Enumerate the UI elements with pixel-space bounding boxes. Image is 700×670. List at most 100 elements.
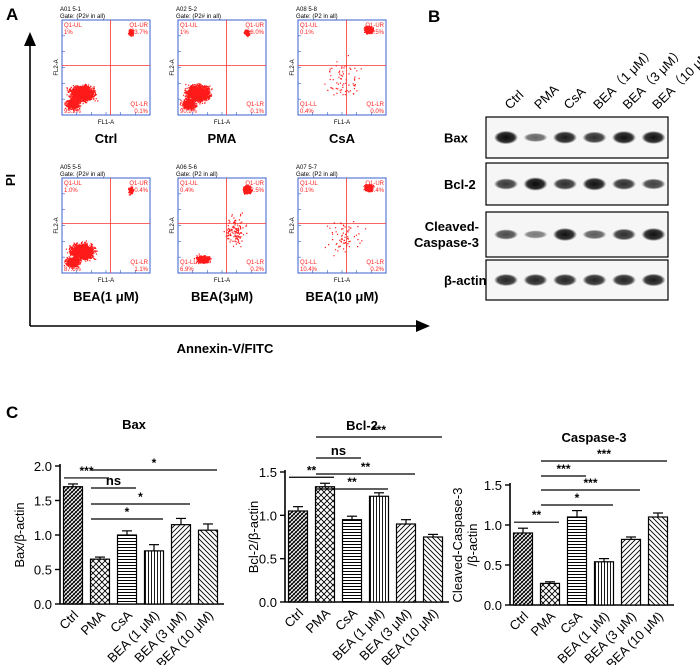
blot-row-label-cont: Caspase-3 (414, 235, 479, 250)
chart-y-tick-label: 0.0 (259, 595, 277, 610)
flow-q-ll-value: 95.2% (64, 109, 82, 115)
significance-label: *** (583, 476, 597, 490)
flow-sample-id: A06 5-6 (176, 165, 198, 171)
flow-sample-id: A08 5-8 (296, 7, 318, 13)
bar-csa (341, 519, 363, 603)
flow-q-ul-value: 0.1% (300, 30, 314, 36)
chart-y-label: Cleaved-Caspase-3 (450, 488, 465, 603)
blot-band (641, 130, 666, 145)
flow-q-lr-name: Q1-LR (366, 260, 384, 266)
flow-gate-label: Gate: (P2# in all) (60, 172, 105, 178)
chart-y-label: Bax/β-actin (12, 502, 27, 567)
chart-y-tick-label: 1.0 (259, 508, 277, 523)
blot-band (523, 273, 548, 287)
chart-y-tick-label: 2.0 (34, 459, 52, 474)
significance-label: ** (347, 475, 357, 489)
chart-title: Bcl-2 (346, 418, 378, 433)
blot-band (553, 273, 577, 287)
blot-row-2: Bcl-2 (444, 162, 669, 206)
flow-q-ll-value: 6.9% (180, 267, 194, 273)
flow-sample-id: A07 5-7 (296, 165, 318, 171)
flow-q-ul-name: Q1-UL (180, 23, 198, 29)
flow-q-lr-value: 0.2% (370, 267, 384, 273)
bar-ctrl (62, 486, 84, 605)
flow-q-ur-value: 99.5% (367, 30, 385, 36)
blot-band (582, 229, 607, 240)
blot-row-label: Bcl-2 (444, 177, 476, 192)
significance-label: *** (597, 447, 611, 461)
chart-y-tick-label: 0.5 (259, 552, 277, 567)
blot-lane-label-1: Ctrl (502, 87, 527, 112)
significance-label: * (125, 505, 130, 519)
flow-plot-label: CsA (329, 131, 356, 146)
bar-bea-1-m- (143, 550, 165, 605)
flow-q-ur-value: 3.7% (134, 30, 148, 36)
flow-q-ur-name: Q1-UR (129, 181, 148, 187)
chart-title: Caspase-3 (561, 430, 626, 445)
flow-q-ur-name: Q1-UR (245, 181, 264, 187)
flow-q-ll-name: Q1-LL (64, 260, 81, 266)
flow-plot-label: PMA (208, 131, 238, 146)
flow-q-ul-name: Q1-UL (64, 23, 82, 29)
flow-q-lr-name: Q1-LR (130, 102, 148, 108)
blot-band (494, 229, 518, 240)
significance-label: * (575, 491, 580, 505)
chart-y-tick-label: 0.5 (484, 558, 502, 573)
blot-band (612, 130, 636, 145)
blot-band (582, 273, 607, 287)
flow-x-axis-name: FL1-A (214, 278, 230, 284)
flow-q-lr-name: Q1-LR (246, 102, 264, 108)
flow-y-axis-name: FL2-A (170, 217, 176, 233)
flow-event-dots (179, 29, 251, 111)
blot-row-3: Cleaved-Caspase-3 (414, 211, 669, 258)
blot-band (553, 131, 577, 144)
flow-plot-label: BEA(10 μM) (306, 289, 379, 304)
flow-gate-label: Gate: (P2# in all) (60, 14, 105, 20)
flow-q-ll-name: Q1-LL (300, 260, 317, 266)
significance-label: ** (307, 463, 317, 477)
flow-q-ur-name: Q1-UR (129, 23, 148, 29)
flow-y-axis-name: FL2-A (54, 217, 60, 233)
blot-band (641, 273, 666, 287)
flow-q-ul-value: 1% (180, 30, 189, 36)
significance-label: *** (556, 462, 570, 476)
blot-band (582, 177, 607, 191)
bar-ctrl (512, 532, 534, 606)
bar-pma (539, 582, 561, 606)
flow-q-ll-name: Q1-LL (300, 102, 317, 108)
significance-label: *** (372, 423, 386, 437)
flow-q-ll-name: Q1-LL (180, 260, 197, 266)
flow-q-ll-value: 90.9% (180, 109, 198, 115)
bar-csa (566, 516, 588, 606)
flow-q-ul-value: 0.4% (180, 188, 194, 194)
bar-bea-10-m- (647, 516, 669, 606)
significance-label: * (152, 456, 157, 470)
flow-y-axis-name: FL2-A (54, 59, 60, 75)
bar-chart-caspase-3: Caspase-3 0.0 0.5 1.0 1.5 Cleaved-Caspase-3/β… (450, 430, 674, 670)
flow-q-ur-value: 89.4% (367, 188, 385, 194)
flow-gate-label: Gate: (P2# in all) (176, 14, 221, 20)
bar-bea-1-m- (368, 495, 390, 603)
flow-q-lr-value: 0.1% (134, 109, 148, 115)
flow-plot-frame (297, 177, 387, 274)
blot-band (641, 178, 666, 190)
flow-q-lr-name: Q1-LR (366, 102, 384, 108)
bar-bea-3-m- (170, 524, 192, 605)
blot-band (612, 228, 636, 241)
blot-band (553, 178, 577, 190)
flow-q-ur-value: 8.0% (250, 30, 264, 36)
flow-event-dots (324, 183, 375, 257)
flow-plot-label: BEA(1 μM) (73, 289, 139, 304)
blot-band (494, 178, 518, 190)
flow-q-ll-value: 0.4% (300, 109, 314, 115)
bar-pma (89, 558, 111, 605)
flow-q-ul-value: 0.1% (300, 188, 314, 194)
flow-y-axis-label: PI (3, 174, 18, 186)
blot-lane-label-2: PMA (531, 81, 562, 112)
blot-band (523, 132, 548, 143)
flow-x-axis-name: FL1-A (334, 120, 350, 126)
